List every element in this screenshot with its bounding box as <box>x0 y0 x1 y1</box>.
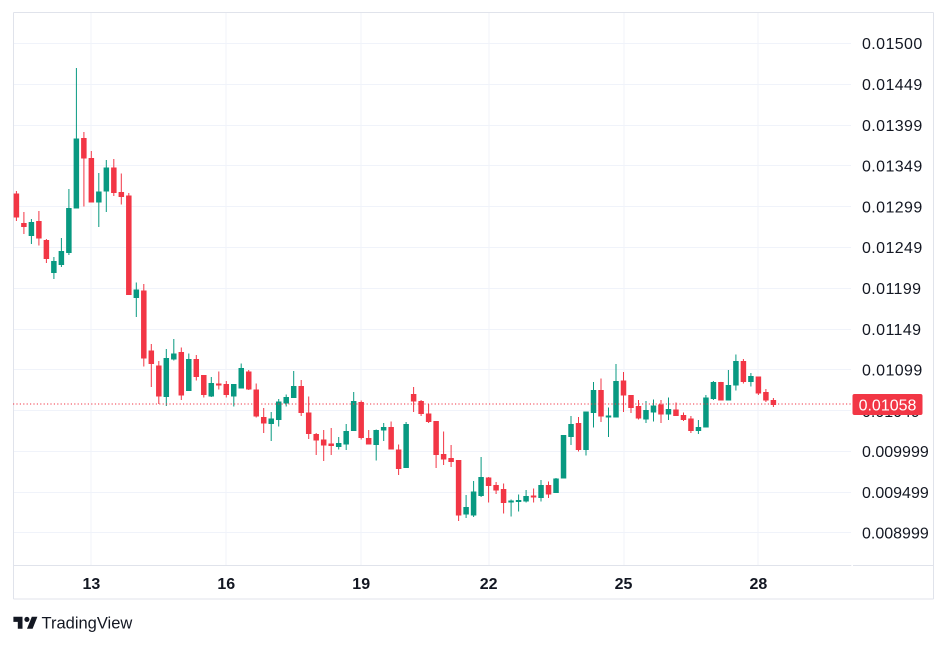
svg-text:0.01349: 0.01349 <box>862 159 923 176</box>
svg-text:0.01500: 0.01500 <box>862 36 923 53</box>
svg-text:TradingView: TradingView <box>42 615 133 633</box>
svg-text:0.01449: 0.01449 <box>862 77 923 94</box>
svg-text:19: 19 <box>352 576 370 593</box>
svg-text:0.009999: 0.009999 <box>862 444 929 461</box>
svg-text:0.01099: 0.01099 <box>862 363 923 380</box>
svg-text:28: 28 <box>750 576 768 593</box>
svg-text:0.008999: 0.008999 <box>862 526 929 543</box>
svg-text:0.01058: 0.01058 <box>859 397 917 414</box>
svg-text:0.01399: 0.01399 <box>862 118 923 135</box>
svg-text:0.01149: 0.01149 <box>862 322 921 339</box>
svg-text:25: 25 <box>615 576 633 593</box>
svg-text:16: 16 <box>217 576 235 593</box>
svg-text:13: 13 <box>83 576 101 593</box>
svg-text:0.01299: 0.01299 <box>862 199 923 216</box>
svg-text:22: 22 <box>480 576 498 593</box>
svg-text:0.01249: 0.01249 <box>862 240 923 257</box>
svg-text:0.009499: 0.009499 <box>862 485 929 502</box>
svg-text:0.01199: 0.01199 <box>862 281 921 298</box>
